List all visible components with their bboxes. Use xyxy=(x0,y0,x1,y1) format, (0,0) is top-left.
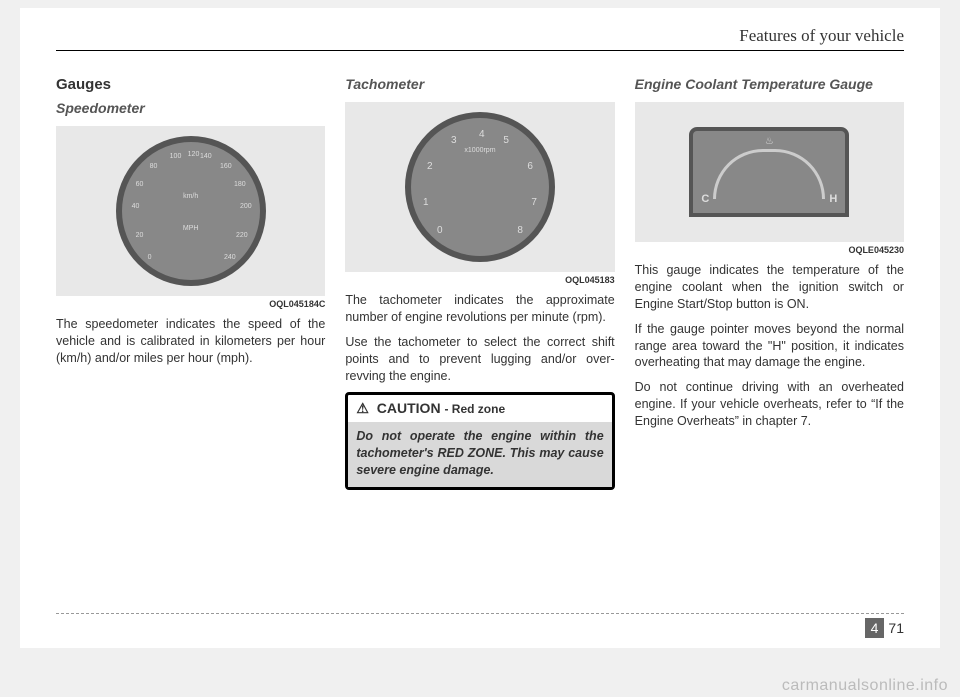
coolant-desc-2: If the gauge pointer moves beyond the no… xyxy=(635,321,904,372)
coolant-desc-3: Do not continue driving with an overheat… xyxy=(635,379,904,430)
speedo-tick: 80 xyxy=(150,162,158,171)
temp-h-label: H xyxy=(829,192,837,207)
speedo-tick: 120 xyxy=(188,150,200,159)
gauges-title: Gauges xyxy=(56,75,325,95)
column-1: Gauges Speedometer km/h MPH 0 20 40 60 8… xyxy=(56,75,325,490)
tachometer-title: Tachometer xyxy=(345,75,614,94)
caution-sub: - Red zone xyxy=(444,402,505,416)
tach-tick: 2 xyxy=(427,160,433,174)
speedo-tick: 0 xyxy=(148,253,152,262)
speedo-tick: 40 xyxy=(132,202,140,211)
tachometer-figure: x1000rpm 0 1 2 3 4 5 6 7 8 xyxy=(345,102,614,272)
speedo-tick: 140 xyxy=(200,152,212,161)
caution-header: ⚠ CAUTION - Red zone xyxy=(348,395,611,422)
tach-tick: 1 xyxy=(423,196,429,210)
temp-arc xyxy=(713,149,825,199)
speedometer-code: OQL045184C xyxy=(56,298,325,310)
speedo-tick: 160 xyxy=(220,162,232,171)
tach-tick: 7 xyxy=(531,196,537,210)
speedo-tick: 100 xyxy=(170,152,182,161)
coolant-code: OQLE045230 xyxy=(635,244,904,256)
speedometer-desc: The speedometer indicates the speed of t… xyxy=(56,316,325,367)
speedo-tick: 220 xyxy=(236,231,248,240)
speedometer-gauge: km/h MPH 0 20 40 60 80 100 120 140 160 1… xyxy=(116,136,266,286)
page-footer: 4 71 xyxy=(865,618,904,638)
temp-c-label: C xyxy=(701,192,709,207)
page-header: Features of your vehicle xyxy=(56,26,904,51)
caution-title: CAUTION xyxy=(377,400,441,416)
speedometer-figure: km/h MPH 0 20 40 60 80 100 120 140 160 1… xyxy=(56,126,325,296)
coolant-title: Engine Coolant Temperature Gauge xyxy=(635,75,904,94)
tachometer-gauge: x1000rpm 0 1 2 3 4 5 6 7 8 xyxy=(405,112,555,262)
page-number: 71 xyxy=(888,620,904,636)
speedo-tick: 60 xyxy=(136,180,144,189)
content-columns: Gauges Speedometer km/h MPH 0 20 40 60 8… xyxy=(56,75,904,490)
column-2: Tachometer x1000rpm 0 1 2 3 4 5 6 7 8 OQ… xyxy=(345,75,614,490)
caution-box: ⚠ CAUTION - Red zone Do not operate the … xyxy=(345,392,614,490)
tach-tick: 3 xyxy=(451,134,457,148)
temp-icon: ♨ xyxy=(765,135,774,149)
coolant-desc-1: This gauge indicates the temperature of … xyxy=(635,262,904,313)
header-text: Features of your vehicle xyxy=(739,26,904,45)
caution-body: Do not operate the engine within the tac… xyxy=(348,422,611,487)
speedometer-title: Speedometer xyxy=(56,99,325,118)
speedo-tick: 200 xyxy=(240,202,252,211)
tach-tick: 6 xyxy=(527,160,533,174)
warning-icon: ⚠ xyxy=(356,399,369,418)
column-3: Engine Coolant Temperature Gauge ♨ C H O… xyxy=(635,75,904,490)
temp-gauge: ♨ C H xyxy=(689,127,849,217)
speedo-tick: 180 xyxy=(234,180,246,189)
coolant-figure: ♨ C H xyxy=(635,102,904,242)
kmh-label: km/h xyxy=(183,192,198,201)
tachometer-desc-1: The tachometer indicates the approximate… xyxy=(345,292,614,326)
tachometer-desc-2: Use the tachometer to select the correct… xyxy=(345,334,614,385)
tach-tick: 5 xyxy=(503,134,509,148)
speedo-tick: 20 xyxy=(136,231,144,240)
mph-label: MPH xyxy=(183,224,199,233)
watermark: carmanualsonline.info xyxy=(782,677,948,695)
tach-tick: 0 xyxy=(437,224,443,238)
tachometer-code: OQL045183 xyxy=(345,274,614,286)
rpm-label: x1000rpm xyxy=(464,146,495,155)
tach-tick: 8 xyxy=(517,224,523,238)
manual-page: Features of your vehicle Gauges Speedome… xyxy=(20,8,940,648)
tach-tick: 4 xyxy=(479,128,485,142)
footer-divider xyxy=(56,613,904,614)
chapter-number: 4 xyxy=(865,618,885,638)
speedo-tick: 240 xyxy=(224,253,236,262)
